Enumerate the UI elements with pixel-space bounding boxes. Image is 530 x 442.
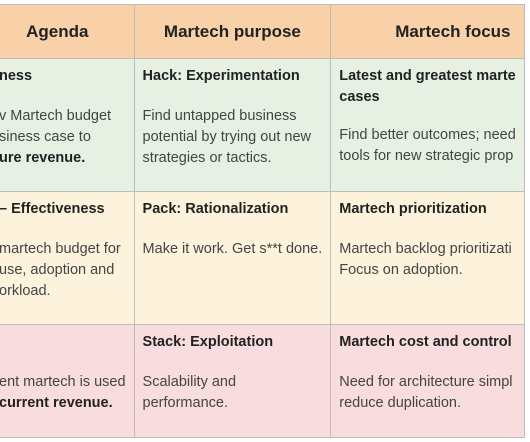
purpose-cell: Stack: Exploitation Scalability and perf… [133, 324, 332, 438]
focus-title: Martech cost and control [339, 334, 512, 350]
focus-title: Martech prioritization [339, 201, 487, 217]
focus-title: Latest and greatest marte cases [339, 68, 516, 105]
agenda-text: v Martech budget siness case to ure reve… [0, 108, 112, 166]
agenda-cell: ent martech is used current revenue. [0, 324, 135, 438]
purpose-cell: Hack: Experimentation Find untapped busi… [133, 58, 332, 192]
focus-text: Martech backlog prioritizati Focus on ad… [339, 241, 512, 278]
focus-cell: Latest and greatest marte cases Find bet… [330, 58, 525, 192]
agenda-cell: ness v Martech budget siness case to ure… [0, 58, 135, 192]
purpose-title: Pack: Rationalization [142, 201, 289, 217]
header-martech-purpose: Martech purpose [133, 4, 332, 59]
focus-cell: Martech prioritization Martech backlog p… [330, 191, 525, 325]
purpose-text: Find untapped business potential by tryi… [142, 108, 312, 166]
purpose-title: Stack: Exploitation [142, 334, 274, 350]
agenda-text: martech budget for use, adoption and ork… [0, 241, 121, 299]
purpose-text: Scalability and performance. [142, 374, 237, 411]
focus-text: Find better outcomes; need tools for new… [339, 127, 516, 164]
agenda-title: ness [0, 68, 33, 84]
martech-table: Agenda Martech purpose Martech focus nes… [0, 4, 525, 438]
purpose-title: Hack: Experimentation [142, 68, 300, 84]
agenda-cell: – Effectiveness martech budget for use, … [0, 191, 135, 325]
agenda-title [0, 332, 126, 353]
header-row: Agenda Martech purpose Martech focus [0, 4, 525, 59]
header-martech-focus: Martech focus [330, 4, 525, 59]
header-agenda: Agenda [0, 4, 135, 59]
table-row: ness v Martech budget siness case to ure… [0, 58, 525, 192]
focus-text: Need for architecture simpl reduce dupli… [339, 374, 513, 411]
table-row: ent martech is used current revenue. Sta… [0, 324, 525, 438]
focus-cell: Martech cost and control Need for archit… [330, 324, 525, 438]
table-row: – Effectiveness martech budget for use, … [0, 191, 525, 325]
agenda-text: ent martech is used current revenue. [0, 374, 126, 411]
purpose-text: Make it work. Get s**t done. [142, 241, 323, 257]
purpose-cell: Pack: Rationalization Make it work. Get … [133, 191, 332, 325]
agenda-title: – Effectiveness [0, 201, 105, 217]
